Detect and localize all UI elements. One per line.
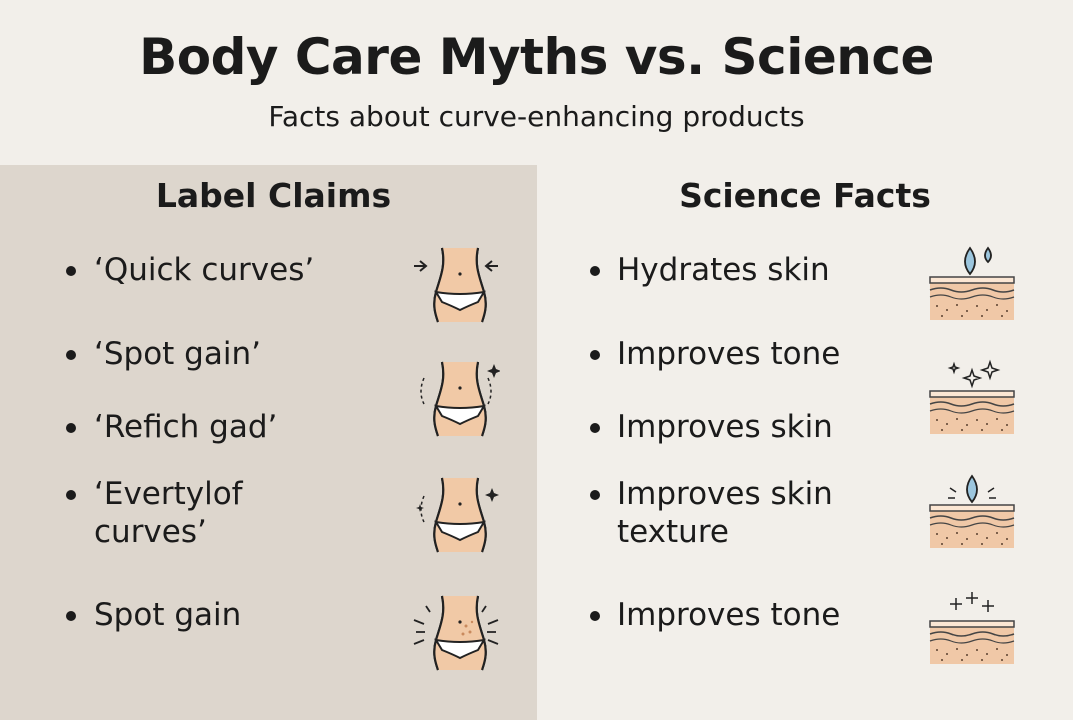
- subtitle: Facts about curve-enhancing products: [268, 100, 805, 133]
- bullet: [590, 423, 600, 433]
- claim-item: ‘Refich gad’: [94, 409, 278, 445]
- bullet: [66, 490, 76, 500]
- torso-icon: [420, 356, 500, 440]
- claim-item: ‘Evertylof curves’: [94, 476, 243, 550]
- title: Body Care Myths vs. Science: [139, 28, 934, 86]
- fact-item: Improves skin: [617, 409, 833, 445]
- skin-icon: [929, 359, 1015, 434]
- claim-item: ‘Spot gain’: [94, 336, 261, 372]
- bullet: [66, 266, 76, 276]
- bullet: [590, 266, 600, 276]
- bullet: [590, 350, 600, 360]
- fact-item: Improves skin texture: [617, 476, 833, 550]
- skin-icon: [929, 246, 1015, 320]
- bullet: [590, 611, 600, 621]
- bullet: [590, 490, 600, 500]
- fact-item: Hydrates skin: [617, 252, 830, 288]
- bullet: [66, 350, 76, 360]
- claim-item: Spot gain: [94, 597, 242, 633]
- torso-icon: [414, 242, 498, 326]
- fact-item: Improves tone: [617, 597, 841, 633]
- torso-icon: [416, 472, 499, 556]
- column-heading: Science Facts: [679, 176, 931, 215]
- bullet: [66, 423, 76, 433]
- bullet: [66, 611, 76, 621]
- torso-icon: [413, 590, 499, 674]
- column-heading: Label Claims: [155, 176, 392, 215]
- claim-item: ‘Quick curves’: [94, 252, 315, 288]
- skin-icon: [929, 592, 1015, 664]
- skin-icon: [929, 474, 1015, 548]
- fact-item: Improves tone: [617, 336, 841, 372]
